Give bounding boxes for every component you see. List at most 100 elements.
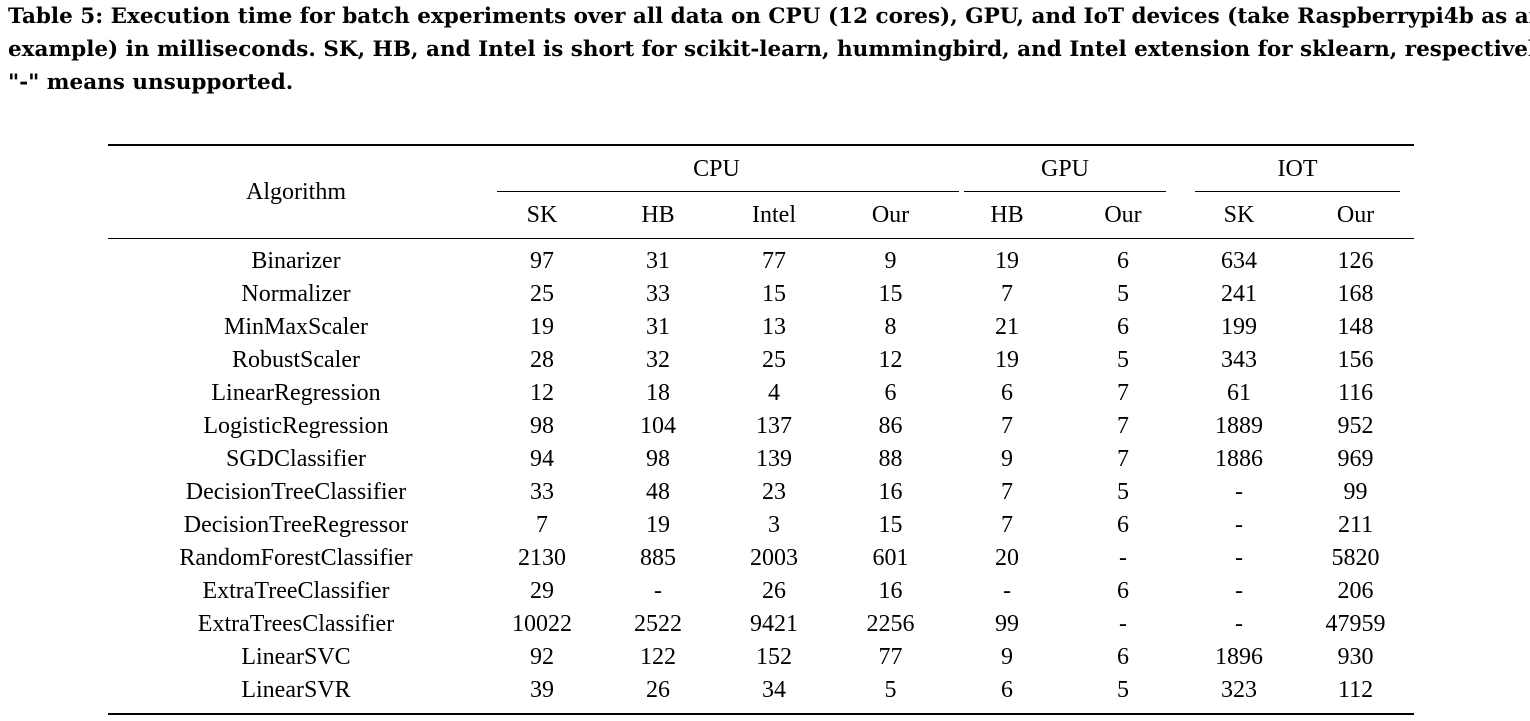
table-cell: - [1235, 479, 1244, 505]
group-label: GPU [1041, 156, 1090, 182]
algorithm-name: RandomForestClassifier [179, 545, 413, 571]
table-cell: 99 [1343, 479, 1368, 505]
table-cell: 104 [640, 413, 676, 439]
table-cell: 3 [768, 512, 780, 538]
table-cell: 206 [1337, 578, 1374, 604]
table-cell: 16 [878, 479, 903, 505]
table-cell: 7 [536, 512, 548, 538]
table-cell: 156 [1337, 347, 1374, 373]
table-row: RobustScaler 28 32 25 12 19 5 343 156 [108, 344, 1414, 377]
table-cell: 33 [530, 479, 554, 505]
subheader-cell: SK [1181, 192, 1298, 239]
algorithm-name: LinearSVC [241, 644, 351, 670]
table-cell: 5 [1117, 479, 1129, 505]
table-row: Normalizer 25 33 15 15 7 5 241 168 [108, 278, 1414, 311]
table-cell: 152 [756, 644, 792, 670]
algorithm-name: SGDClassifier [226, 446, 366, 472]
table-cell: 7 [1117, 413, 1129, 439]
algorithm-name: RobustScaler [232, 347, 360, 373]
table-cell: 29 [530, 578, 554, 604]
table-cell: 137 [756, 413, 792, 439]
table-cell: 7 [1001, 479, 1013, 505]
group-header-gpu: GPU [949, 144, 1182, 192]
table-cell: 116 [1337, 380, 1374, 406]
table-cell: 2130 [518, 545, 566, 571]
table-cell: - [1003, 578, 1011, 604]
table-cell: 86 [878, 413, 903, 439]
table-cell: 15 [878, 281, 903, 307]
table-cell: 23 [762, 479, 786, 505]
table-cell: 61 [1227, 380, 1252, 406]
subheader-cell: HB [949, 192, 1065, 239]
table-cell: 94 [530, 446, 554, 472]
table-cell: 6 [1117, 248, 1129, 274]
table-cell: 34 [716, 674, 832, 715]
table-cell: 31 [646, 248, 670, 274]
table-cell: - [1119, 545, 1127, 571]
table-cell: 2256 [866, 611, 915, 637]
subheader-cell: Our [1297, 192, 1415, 239]
table-cell: - [1119, 611, 1127, 637]
table-cell: 15 [762, 281, 786, 307]
table-cell: 930 [1337, 644, 1374, 670]
table-row: DecisionTreeRegressor 7 19 3 15 7 6 - 211 [108, 509, 1414, 542]
table-cell: 19 [646, 512, 670, 538]
table-row: LinearSVC 92 122 152 77 9 6 1896 930 [108, 641, 1414, 674]
algorithm-name: ExtraTreesClassifier [197, 611, 395, 637]
algorithm-name: Normalizer [241, 281, 351, 307]
table-cell: 5 [1117, 347, 1129, 373]
table-row: RandomForestClassifier 2130 885 2003 601 20 - -… [108, 542, 1414, 575]
table-cell: 98 [530, 413, 554, 439]
table-cell: 98 [646, 446, 670, 472]
table-cell: 31 [646, 314, 670, 340]
table-cell: 10022 [512, 611, 572, 637]
table-cell: 211 [1337, 512, 1374, 538]
table-cell: 5 [832, 674, 949, 715]
table-cell: 7 [1117, 446, 1129, 472]
table-row: Binarizer 97 31 77 9 19 6 634 126 [108, 239, 1414, 279]
table-cell: 25 [530, 281, 554, 307]
caption-line: "-" means unsupported. [8, 70, 294, 95]
table-cell: 7 [1001, 512, 1013, 538]
table-row: DecisionTreeClassifier 33 48 23 16 7 5 - 99 [108, 476, 1414, 509]
subheader-cell: Our [832, 192, 949, 239]
table-cell: 148 [1337, 314, 1374, 340]
table-cell: 97 [530, 248, 554, 274]
table-row: ExtraTreeClassifier 29 - 26 16 - 6 - 206 [108, 575, 1414, 608]
table-cell: 4 [768, 380, 780, 406]
table-cell: 77 [878, 644, 903, 670]
table-cell: - [1235, 611, 1244, 637]
subheader-cell: HB [600, 192, 716, 239]
table-cell: 99 [995, 611, 1019, 637]
table-cell: 19 [995, 347, 1019, 373]
table-cell: 12 [878, 347, 903, 373]
table-cell: 969 [1337, 446, 1374, 472]
table-cell: 9 [884, 248, 897, 274]
table-cell: 13 [762, 314, 786, 340]
table-cell: 28 [530, 347, 554, 373]
table-cell: 122 [640, 644, 676, 670]
table-cell: 19 [530, 314, 554, 340]
table-cell: 1889 [1215, 413, 1264, 439]
table-cell: 26 [600, 674, 716, 715]
table-cell: 26 [762, 578, 786, 604]
table-cell: 126 [1337, 248, 1374, 274]
table-cell: 5 [1117, 281, 1129, 307]
subheader-cell: SK [484, 192, 600, 239]
table-cell: 9 [1001, 644, 1013, 670]
table-cell: 2522 [634, 611, 682, 637]
table-row: LogisticRegression 98 104 137 86 7 7 1889 952 [108, 410, 1414, 443]
table-cell: 8 [884, 314, 897, 340]
table-cell: - [654, 578, 662, 604]
table-cell: 92 [530, 644, 554, 670]
table-cell: 5820 [1331, 545, 1380, 571]
group-label: CPU [693, 156, 740, 182]
table-cell: 241 [1221, 281, 1258, 307]
table-cell: 9 [1001, 446, 1013, 472]
algorithm-name: MinMaxScaler [224, 314, 368, 340]
table-cell: 77 [762, 248, 786, 274]
table-cell: 33 [646, 281, 670, 307]
table-cell: 19 [995, 248, 1019, 274]
algorithm-name: LinearSVR [108, 674, 484, 715]
table-cell: 16 [878, 578, 903, 604]
